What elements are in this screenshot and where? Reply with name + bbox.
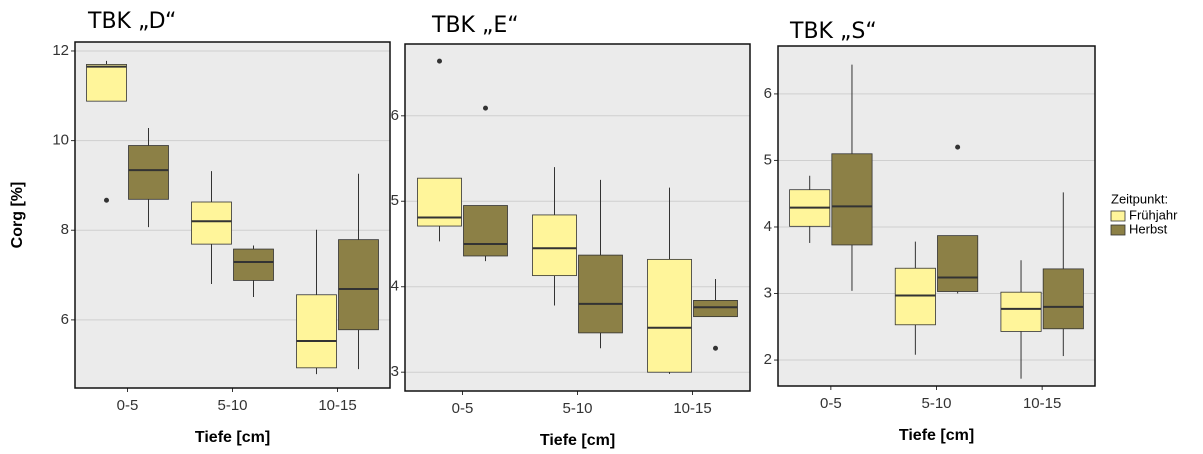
plot-border xyxy=(777,45,1096,387)
outlier xyxy=(955,144,961,150)
y-axis-label: Corg [%] xyxy=(9,182,26,249)
x-axis-label: Tiefe [cm] xyxy=(195,429,270,446)
x-tick-label: 10-15 xyxy=(1023,395,1061,412)
plot-background xyxy=(75,42,390,388)
x-tick-label: 0-5 xyxy=(117,397,139,414)
y-tick-label: 10 xyxy=(52,132,69,149)
y-tick-label: 6 xyxy=(764,85,772,102)
box xyxy=(417,177,462,227)
x-tick-label: 10-15 xyxy=(318,397,356,414)
y-tick-label: 3 xyxy=(391,363,399,380)
box xyxy=(233,248,274,281)
chart-title: TBK „S“ xyxy=(789,19,877,44)
box xyxy=(831,153,873,246)
box xyxy=(86,64,127,102)
outlier xyxy=(104,197,109,203)
x-tick-label: 5-10 xyxy=(217,397,247,414)
box xyxy=(647,258,692,373)
y-tick-label: 8 xyxy=(61,221,69,238)
outlier xyxy=(713,345,718,351)
legend-swatch xyxy=(1110,224,1126,236)
box xyxy=(1042,268,1084,330)
box xyxy=(338,239,379,331)
y-tick-label: 6 xyxy=(61,311,69,328)
y-tick-label: 3 xyxy=(764,284,772,301)
box xyxy=(532,214,577,277)
plot-background xyxy=(405,44,750,391)
chart-title: TBK „D“ xyxy=(87,9,176,34)
y-tick-label: 2 xyxy=(764,351,772,368)
legend-swatch xyxy=(1110,210,1126,222)
y-tick-label: 12 xyxy=(52,42,69,59)
y-tick-label: 5 xyxy=(764,151,772,168)
y-tick-label: 4 xyxy=(764,218,772,235)
plot-border xyxy=(74,41,391,389)
y-tick-label: 4 xyxy=(391,278,399,295)
box xyxy=(1000,291,1042,332)
x-tick-label: 10-15 xyxy=(673,400,711,417)
box xyxy=(937,235,979,292)
x-axis-label: Tiefe [cm] xyxy=(540,432,615,449)
x-tick-label: 5-10 xyxy=(921,395,951,412)
y-tick-label: 5 xyxy=(391,192,399,209)
x-tick-label: 0-5 xyxy=(820,395,842,412)
x-tick-label: 5-10 xyxy=(562,400,592,417)
y-tick-label: 6 xyxy=(391,107,399,124)
box xyxy=(128,145,169,200)
legend-label: Frühjahr xyxy=(1129,207,1178,222)
plot-background xyxy=(778,46,1095,386)
box xyxy=(296,294,337,369)
box xyxy=(463,205,508,257)
plot-border xyxy=(404,43,751,392)
chart-title: TBK „E“ xyxy=(431,13,519,38)
outlier xyxy=(437,58,442,64)
x-tick-label: 0-5 xyxy=(452,400,474,417)
outlier xyxy=(483,105,488,111)
box xyxy=(578,254,623,334)
x-axis-label: Tiefe [cm] xyxy=(899,427,974,444)
legend-label: Herbst xyxy=(1129,221,1168,236)
legend-title: Zeitpunkt: xyxy=(1111,191,1168,206)
box xyxy=(693,300,738,318)
box xyxy=(191,201,232,245)
